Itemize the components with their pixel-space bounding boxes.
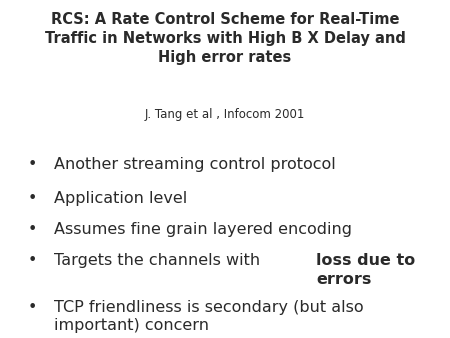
Text: •: •	[28, 300, 37, 315]
Text: Another streaming control protocol: Another streaming control protocol	[54, 158, 336, 172]
Text: Targets the channels with: Targets the channels with	[54, 254, 266, 268]
Text: Application level: Application level	[54, 191, 188, 206]
Text: J. Tang et al , Infocom 2001: J. Tang et al , Infocom 2001	[145, 108, 305, 121]
Text: RCS: A Rate Control Scheme for Real-Time
Traffic in Networks with High B X Delay: RCS: A Rate Control Scheme for Real-Time…	[45, 11, 405, 65]
Text: Assumes fine grain layered encoding: Assumes fine grain layered encoding	[54, 222, 352, 237]
Text: TCP friendliness is secondary (but also
important) concern: TCP friendliness is secondary (but also …	[54, 300, 364, 334]
Text: •: •	[28, 254, 37, 268]
Text: •: •	[28, 158, 37, 172]
Text: loss due to
errors: loss due to errors	[316, 254, 415, 287]
Text: •: •	[28, 191, 37, 206]
Text: •: •	[28, 222, 37, 237]
